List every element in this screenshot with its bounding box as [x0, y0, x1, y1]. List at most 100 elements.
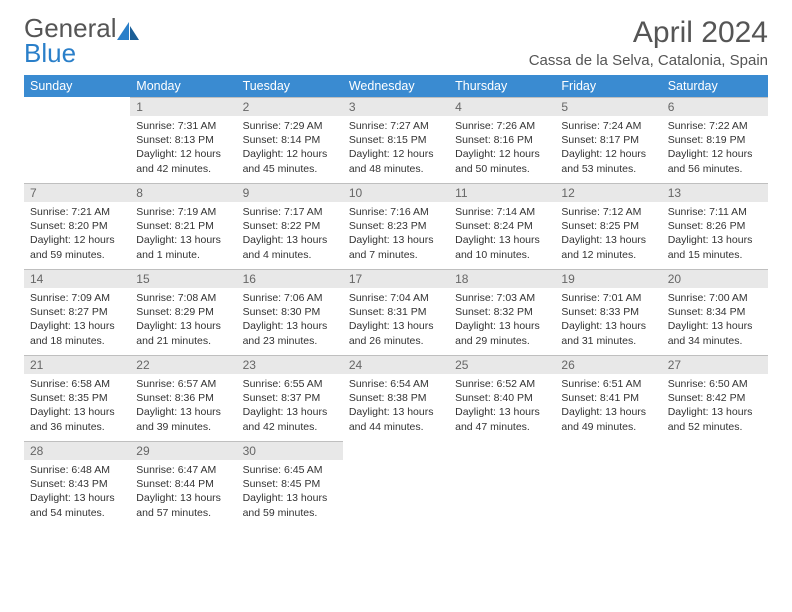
- day-number: 18: [449, 269, 555, 288]
- day-number: 10: [343, 183, 449, 202]
- sunset-text: Sunset: 8:40 PM: [455, 391, 549, 405]
- sunrise-text: Sunrise: 7:17 AM: [243, 205, 337, 219]
- week-row: 7Sunrise: 7:21 AMSunset: 8:20 PMDaylight…: [24, 183, 768, 269]
- sunrise-text: Sunrise: 7:08 AM: [136, 291, 230, 305]
- daylight-text: Daylight: 13 hours and 7 minutes.: [349, 233, 443, 261]
- sunset-text: Sunset: 8:19 PM: [668, 133, 762, 147]
- sunrise-text: Sunrise: 6:57 AM: [136, 377, 230, 391]
- sunrise-text: Sunrise: 6:58 AM: [30, 377, 124, 391]
- sunrise-text: Sunrise: 6:51 AM: [561, 377, 655, 391]
- day-details: Sunrise: 6:48 AMSunset: 8:43 PMDaylight:…: [24, 460, 130, 524]
- day-number: 27: [662, 355, 768, 374]
- sunset-text: Sunset: 8:22 PM: [243, 219, 337, 233]
- daylight-text: Daylight: 13 hours and 49 minutes.: [561, 405, 655, 433]
- sunset-text: Sunset: 8:30 PM: [243, 305, 337, 319]
- sunset-text: Sunset: 8:44 PM: [136, 477, 230, 491]
- sail-icon: [115, 20, 141, 47]
- daylight-text: Daylight: 12 hours and 45 minutes.: [243, 147, 337, 175]
- day-number: 13: [662, 183, 768, 202]
- sunset-text: Sunset: 8:34 PM: [668, 305, 762, 319]
- day-details: Sunrise: 7:24 AMSunset: 8:17 PMDaylight:…: [555, 116, 661, 180]
- sunset-text: Sunset: 8:43 PM: [30, 477, 124, 491]
- day-details: Sunrise: 7:29 AMSunset: 8:14 PMDaylight:…: [237, 116, 343, 180]
- day-number: 23: [237, 355, 343, 374]
- day-details: Sunrise: 7:31 AMSunset: 8:13 PMDaylight:…: [130, 116, 236, 180]
- sunrise-text: Sunrise: 7:22 AM: [668, 119, 762, 133]
- sunrise-text: Sunrise: 7:16 AM: [349, 205, 443, 219]
- day-number: 5: [555, 97, 661, 116]
- day-number: 21: [24, 355, 130, 374]
- weekday-header: Monday: [130, 75, 236, 97]
- sunrise-text: Sunrise: 7:19 AM: [136, 205, 230, 219]
- sunset-text: Sunset: 8:42 PM: [668, 391, 762, 405]
- day-cell: 21Sunrise: 6:58 AMSunset: 8:35 PMDayligh…: [24, 355, 130, 441]
- day-cell: 18Sunrise: 7:03 AMSunset: 8:32 PMDayligh…: [449, 269, 555, 355]
- daylight-text: Daylight: 12 hours and 50 minutes.: [455, 147, 549, 175]
- logo: General Blue: [24, 16, 141, 65]
- header: General Blue April 2024 Cassa de la Selv…: [24, 16, 768, 69]
- sunset-text: Sunset: 8:21 PM: [136, 219, 230, 233]
- day-cell: 17Sunrise: 7:04 AMSunset: 8:31 PMDayligh…: [343, 269, 449, 355]
- logo-text: General Blue: [24, 16, 117, 65]
- day-number: 9: [237, 183, 343, 202]
- day-number: 16: [237, 269, 343, 288]
- day-cell: 15Sunrise: 7:08 AMSunset: 8:29 PMDayligh…: [130, 269, 236, 355]
- daylight-text: Daylight: 13 hours and 36 minutes.: [30, 405, 124, 433]
- day-cell: 14Sunrise: 7:09 AMSunset: 8:27 PMDayligh…: [24, 269, 130, 355]
- daylight-text: Daylight: 13 hours and 4 minutes.: [243, 233, 337, 261]
- weekday-header: Saturday: [662, 75, 768, 97]
- day-number: 20: [662, 269, 768, 288]
- sunrise-text: Sunrise: 7:00 AM: [668, 291, 762, 305]
- day-number: 15: [130, 269, 236, 288]
- day-details: Sunrise: 7:26 AMSunset: 8:16 PMDaylight:…: [449, 116, 555, 180]
- daylight-text: Daylight: 13 hours and 12 minutes.: [561, 233, 655, 261]
- sunrise-text: Sunrise: 7:09 AM: [30, 291, 124, 305]
- day-number: 29: [130, 441, 236, 460]
- daylight-text: Daylight: 12 hours and 59 minutes.: [30, 233, 124, 261]
- daylight-text: Daylight: 12 hours and 42 minutes.: [136, 147, 230, 175]
- day-number: 28: [24, 441, 130, 460]
- sunrise-text: Sunrise: 7:29 AM: [243, 119, 337, 133]
- sunset-text: Sunset: 8:25 PM: [561, 219, 655, 233]
- sunset-text: Sunset: 8:16 PM: [455, 133, 549, 147]
- day-number: 1: [130, 97, 236, 116]
- sunrise-text: Sunrise: 7:24 AM: [561, 119, 655, 133]
- sunset-text: Sunset: 8:13 PM: [136, 133, 230, 147]
- sunset-text: Sunset: 8:29 PM: [136, 305, 230, 319]
- sunrise-text: Sunrise: 7:01 AM: [561, 291, 655, 305]
- day-cell: ..: [343, 441, 449, 527]
- day-details: Sunrise: 7:03 AMSunset: 8:32 PMDaylight:…: [449, 288, 555, 352]
- day-cell: 22Sunrise: 6:57 AMSunset: 8:36 PMDayligh…: [130, 355, 236, 441]
- sunset-text: Sunset: 8:37 PM: [243, 391, 337, 405]
- weekday-header: Thursday: [449, 75, 555, 97]
- sunset-text: Sunset: 8:20 PM: [30, 219, 124, 233]
- day-details: Sunrise: 6:52 AMSunset: 8:40 PMDaylight:…: [449, 374, 555, 438]
- day-details: Sunrise: 6:54 AMSunset: 8:38 PMDaylight:…: [343, 374, 449, 438]
- day-number: 2: [237, 97, 343, 116]
- daylight-text: Daylight: 13 hours and 59 minutes.: [243, 491, 337, 519]
- day-number: 12: [555, 183, 661, 202]
- day-details: Sunrise: 6:47 AMSunset: 8:44 PMDaylight:…: [130, 460, 236, 524]
- day-number: 17: [343, 269, 449, 288]
- daylight-text: Daylight: 13 hours and 26 minutes.: [349, 319, 443, 347]
- day-details: Sunrise: 7:14 AMSunset: 8:24 PMDaylight:…: [449, 202, 555, 266]
- sunset-text: Sunset: 8:15 PM: [349, 133, 443, 147]
- week-row: 21Sunrise: 6:58 AMSunset: 8:35 PMDayligh…: [24, 355, 768, 441]
- daylight-text: Daylight: 13 hours and 1 minute.: [136, 233, 230, 261]
- daylight-text: Daylight: 13 hours and 15 minutes.: [668, 233, 762, 261]
- day-details: Sunrise: 7:08 AMSunset: 8:29 PMDaylight:…: [130, 288, 236, 352]
- sunset-text: Sunset: 8:24 PM: [455, 219, 549, 233]
- day-details: Sunrise: 7:06 AMSunset: 8:30 PMDaylight:…: [237, 288, 343, 352]
- day-details: Sunrise: 7:22 AMSunset: 8:19 PMDaylight:…: [662, 116, 768, 180]
- daylight-text: Daylight: 13 hours and 10 minutes.: [455, 233, 549, 261]
- day-cell: 6Sunrise: 7:22 AMSunset: 8:19 PMDaylight…: [662, 97, 768, 183]
- day-details: Sunrise: 7:01 AMSunset: 8:33 PMDaylight:…: [555, 288, 661, 352]
- day-cell: 30Sunrise: 6:45 AMSunset: 8:45 PMDayligh…: [237, 441, 343, 527]
- day-cell: 29Sunrise: 6:47 AMSunset: 8:44 PMDayligh…: [130, 441, 236, 527]
- day-details: Sunrise: 7:00 AMSunset: 8:34 PMDaylight:…: [662, 288, 768, 352]
- day-cell: 23Sunrise: 6:55 AMSunset: 8:37 PMDayligh…: [237, 355, 343, 441]
- daylight-text: Daylight: 13 hours and 57 minutes.: [136, 491, 230, 519]
- sunrise-text: Sunrise: 7:03 AM: [455, 291, 549, 305]
- sunset-text: Sunset: 8:26 PM: [668, 219, 762, 233]
- sunset-text: Sunset: 8:23 PM: [349, 219, 443, 233]
